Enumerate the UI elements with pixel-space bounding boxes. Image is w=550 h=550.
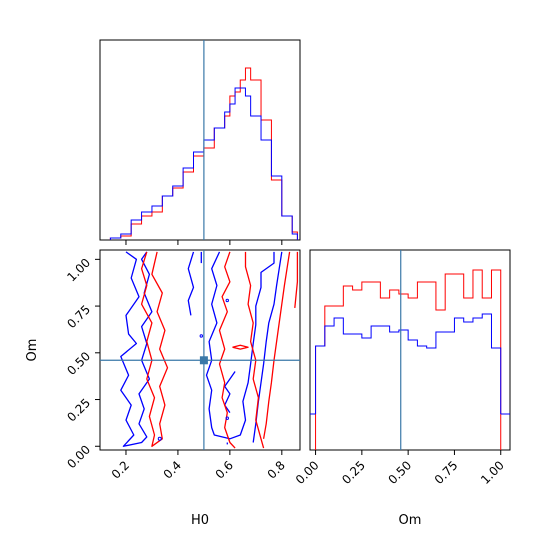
h0-marginal-frame (99, 39, 301, 241)
contour-line-1-0 (140, 251, 169, 447)
om-hist-line-1 (315, 313, 502, 414)
h0-histogram-series (109, 40, 298, 240)
contour-speck (157, 436, 162, 441)
om-xtick-label: 0.75 (432, 458, 461, 487)
contour-line-1-2 (244, 251, 265, 449)
contour-xtick-label: 0.4 (161, 458, 184, 481)
contour-line-0-5 (224, 371, 236, 413)
h0-marginal-ticks (125, 240, 283, 245)
om-xtick-label: 0.25 (339, 458, 368, 487)
om-marginal-panel: 0.00 0.25 0.50 0.75 1.00 Om (293, 249, 511, 528)
h0-hist-line-1 (109, 87, 298, 240)
truth-marker (199, 356, 208, 365)
contour-speck (225, 416, 229, 420)
om-marginal-axes: 0.00 0.25 0.50 0.75 1.00 (293, 450, 507, 487)
h0-om-contour-panel: 0.2 0.4 0.6 0.8 0.00 0.25 0.50 0.75 1.00 H0 Om (25, 249, 301, 528)
om-xtick-label: 0.00 (293, 458, 322, 487)
om-hist-line-0 (315, 269, 502, 450)
x-axis-label-h0: H0 (191, 513, 209, 528)
contour-xtick-label: 0.2 (109, 458, 132, 481)
contour-line-0-3 (205, 251, 275, 440)
om-xtick-label: 0.50 (385, 458, 414, 487)
om-histogram-series (310, 250, 510, 450)
contour-line-1-3 (262, 251, 291, 439)
contour-speck (199, 334, 203, 338)
h0-marginal-panel (99, 39, 301, 245)
y-axis-label-om: Om (25, 339, 40, 362)
x-axis-label-om: Om (399, 513, 422, 528)
contour-xtick-label: 0.8 (265, 458, 288, 481)
om-xtick-label: 1.00 (478, 458, 507, 487)
contour-ytick-label: 0.50 (64, 349, 93, 378)
contour-ytick-label: 0.00 (64, 442, 93, 471)
contour-series (100, 250, 300, 450)
contour-line-1-1 (218, 251, 236, 449)
contour-frame (99, 249, 301, 451)
contour-line-1-4 (294, 251, 299, 308)
contour-line-0-1 (187, 251, 195, 316)
om-marginal-frame (309, 249, 511, 451)
contour-line-1-5 (232, 344, 249, 350)
contour-line-0-0 (120, 251, 153, 447)
contour-ytick-label: 0.25 (64, 396, 93, 425)
contour-lines (100, 250, 300, 450)
contour-ytick-label: 0.75 (64, 302, 93, 331)
contour-speck (225, 298, 229, 303)
contour-xtick-label: 0.6 (213, 458, 236, 481)
contour-ytick-label: 1.00 (64, 256, 93, 285)
